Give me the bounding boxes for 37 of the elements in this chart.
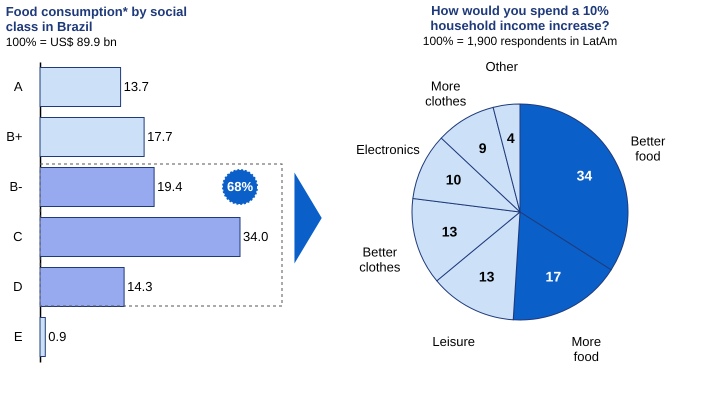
bar [40, 117, 145, 157]
y-tick-label: E [14, 329, 23, 344]
data-label: 4 [506, 130, 515, 146]
slice-label: Leisure [432, 334, 476, 350]
slice-label: Other [485, 59, 519, 74]
y-tick-label: B- [10, 179, 22, 194]
data-label: 17.7 [147, 129, 172, 144]
data-label: 13 [478, 268, 495, 284]
slice-label: Better clothes [359, 244, 401, 275]
chart-title: How would you spend a 10% household income increase? [430, 3, 610, 34]
data-label: 13.7 [124, 79, 149, 94]
bar [40, 67, 122, 107]
data-label: 17 [546, 268, 562, 284]
data-label: 0.9 [48, 329, 66, 344]
bar [40, 167, 155, 207]
slice-label: Electronics [356, 142, 420, 157]
y-tick-label: A [14, 79, 23, 94]
chart-subtitle: 100% = 1,900 respondents in LatAm [422, 34, 618, 48]
data-label: 34 [576, 168, 592, 184]
data-label: 10 [446, 172, 462, 188]
data-label: 34.0 [243, 229, 268, 244]
y-tick-label: B+ [6, 129, 22, 144]
data-label: 13 [442, 223, 458, 240]
bar [40, 267, 125, 307]
bar [40, 317, 46, 357]
slice-label: Better food [630, 134, 666, 164]
y-tick-label: C [13, 229, 22, 244]
data-label: 9 [478, 140, 487, 156]
slice-label: More food [571, 334, 602, 364]
chart-subtitle: 100% = US$ 89.9 bn [6, 35, 117, 49]
y-tick-label: D [13, 279, 22, 294]
data-label: 19.4 [157, 179, 182, 194]
chart-title: Food consumption* by social class in Brazil [6, 4, 188, 34]
slice-label: More clothes [425, 78, 467, 108]
bar [40, 217, 240, 257]
data-label: 14.3 [127, 279, 152, 294]
annotation: 68% [226, 179, 254, 194]
